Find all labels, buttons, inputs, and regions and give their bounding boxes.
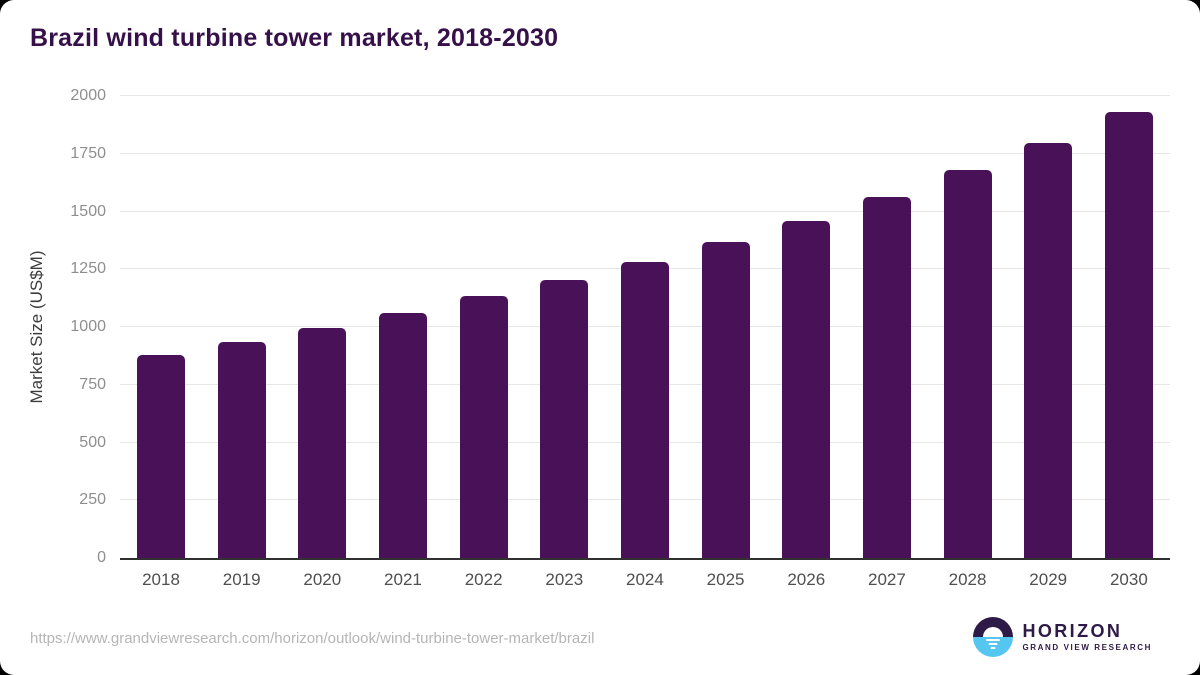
y-tick-label-1250: 1250 [70,260,106,278]
gridline-2000 [120,95,1170,96]
x-tick-label-2026: 2026 [787,570,826,589]
bar-column-2023: 2023 [540,96,589,589]
plot-area: 0 250 500 750 1000 1250 1500 1750 2000 2018 2019 2… [70,87,1170,589]
y-axis-title: Market Size (US$M) [27,250,46,404]
x-tick-label-2019: 2019 [222,570,261,589]
x-tick-label-2029: 2029 [1029,570,1068,589]
gridline-1500 [120,210,1170,212]
source-url: https://www.grandviewresearch.com/horizo… [30,630,595,647]
y-tick-label-500: 500 [79,433,106,451]
bar-2030[interactable] [1104,112,1153,558]
y-tick-label-750: 750 [79,375,106,393]
bar-2024[interactable] [620,262,669,558]
bar-column-2030: 2030 [1104,96,1153,589]
x-tick-label-2023: 2023 [545,570,584,589]
x-tick-label-2020: 2020 [303,570,342,589]
bar-2028[interactable] [943,169,992,558]
sun-reflection-line [990,647,996,649]
x-tick-label-2030: 2030 [1109,570,1148,589]
y-tick-label-1750: 1750 [70,144,106,162]
bar-2027[interactable] [862,196,911,558]
bar-2019[interactable] [217,342,266,558]
bar-2026[interactable] [782,220,831,558]
logo-name: HORIZON [1022,621,1123,641]
x-tick-label-2027: 2027 [867,570,906,589]
y-tick-label-2000: 2000 [70,87,106,104]
bars: 2018 2019 2020 2021 2022 2023 2024 2025 2026 2027… [120,96,1170,589]
bar-column-2022: 2022 [459,96,508,589]
y-tick-label-250: 250 [79,491,106,509]
y-tick-label-1500: 1500 [70,202,106,220]
gridline-1750 [120,152,1170,154]
bar-column-2026: 2026 [782,96,831,589]
bar-column-2025: 2025 [701,96,750,589]
bar-column-2029: 2029 [1024,96,1073,589]
y-tick-label-1000: 1000 [70,318,106,335]
bar-column-2020: 2020 [298,96,347,589]
bar-2025[interactable] [701,241,750,558]
bar-column-2028: 2028 [943,96,992,589]
x-tick-label-2021: 2021 [384,570,422,589]
y-tick-label-0: 0 [97,549,106,566]
sun-reflection-line [986,639,1001,641]
bar-2022[interactable] [459,295,508,558]
bar-2029[interactable] [1024,143,1073,558]
sun-reflection-line [988,643,998,645]
x-tick-label-2025: 2025 [706,570,745,589]
bar-2023[interactable] [540,279,589,558]
x-tick-label-2022: 2022 [464,570,503,589]
sun-icon [983,627,1004,637]
bar-column-2027: 2027 [862,96,911,589]
logo-subtitle: GRAND VIEW RESEARCH [1022,643,1152,652]
bar-column-2019: 2019 [217,96,266,589]
bar-column-2021: 2021 [378,96,427,589]
logo-text: HORIZON GRAND VIEW RESEARCH [1022,622,1152,652]
horizon-logo-icon [973,617,1014,657]
x-tick-label-2018: 2018 [142,570,180,589]
horizon-logo: HORIZON GRAND VIEW RESEARCH [973,617,1152,657]
bar-2020[interactable] [298,328,347,558]
bar-column-2024: 2024 [620,96,669,589]
x-tick-label-2024: 2024 [626,570,664,589]
bar-2021[interactable] [378,313,427,558]
x-tick-label-2028: 2028 [948,570,987,589]
bar-column-2018: 2018 [137,96,185,589]
chart-title: Brazil wind turbine tower market, 2018-2… [30,24,559,52]
bar-2018[interactable] [137,354,185,558]
